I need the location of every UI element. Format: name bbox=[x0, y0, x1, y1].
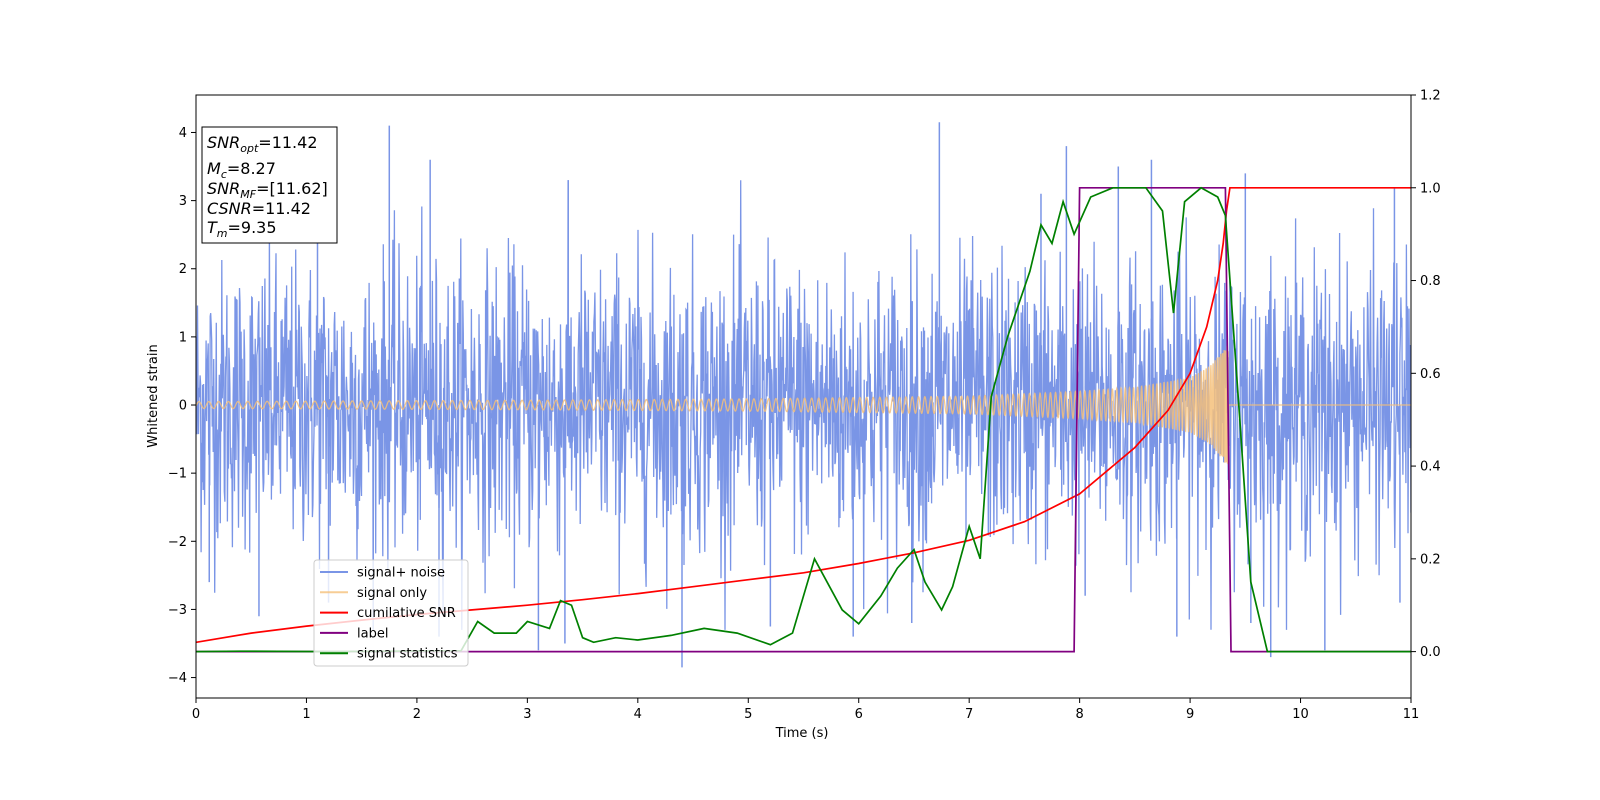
y-right-tick-label: 0.6 bbox=[1420, 367, 1441, 382]
y-axis-left: −4 −3 −2 −1 0 1 2 3 4 bbox=[168, 126, 196, 686]
y-left-tick-label: −1 bbox=[168, 467, 187, 482]
annotation-snr-opt: SNRopt=11.42 bbox=[207, 133, 318, 155]
y-right-tick-label: 0.0 bbox=[1420, 645, 1441, 660]
x-tick-label: 6 bbox=[855, 707, 863, 722]
legend-frame bbox=[313, 559, 469, 667]
annotation-box: SNRopt=11.42 Mc=8.27 SNRMF=[11.62] CSNR=… bbox=[201, 126, 338, 244]
x-axis-label: Time (s) bbox=[775, 726, 829, 741]
y-left-tick-label: 2 bbox=[179, 262, 187, 277]
x-tick-label: 8 bbox=[1075, 707, 1083, 722]
x-tick-label: 0 bbox=[192, 707, 200, 722]
legend-label: signal only bbox=[357, 586, 427, 601]
y-left-tick-label: −3 bbox=[168, 603, 187, 618]
series-signal-noise bbox=[196, 180, 1411, 630]
y-left-tick-label: −2 bbox=[168, 535, 187, 550]
legend-label: signal statistics bbox=[357, 647, 458, 662]
annotation-csnr: CSNR=11.42 bbox=[207, 199, 311, 218]
x-tick-label: 9 bbox=[1186, 707, 1194, 722]
y-axis-right: 0.0 0.2 0.4 0.6 0.8 1.0 1.2 bbox=[1411, 89, 1441, 660]
x-tick-label: 10 bbox=[1292, 707, 1309, 722]
y-left-tick-label: −4 bbox=[168, 671, 187, 686]
series-layer bbox=[196, 122, 1411, 668]
x-axis: 0 1 2 3 4 5 6 7 8 9 10 11 bbox=[192, 698, 1419, 722]
y-right-tick-label: 0.4 bbox=[1420, 460, 1441, 475]
x-tick-label: 2 bbox=[413, 707, 421, 722]
annotation-tm: Tm=9.35 bbox=[207, 218, 277, 240]
y-left-tick-label: 1 bbox=[179, 330, 187, 345]
x-tick-label: 1 bbox=[302, 707, 310, 722]
y-right-tick-label: 1.2 bbox=[1420, 89, 1441, 104]
y-left-tick-label: 4 bbox=[179, 126, 187, 141]
y-axis-label: Whitened strain bbox=[146, 344, 161, 447]
legend-label: label bbox=[357, 626, 388, 641]
series-label bbox=[196, 186, 1411, 653]
series-signal-statistics bbox=[196, 186, 1411, 653]
annotation-mc: Mc=8.27 bbox=[207, 159, 276, 181]
legend: signal+ noise signal only cumilative SNR la… bbox=[313, 559, 469, 667]
y-right-tick-label: 0.2 bbox=[1420, 552, 1441, 567]
x-tick-label: 3 bbox=[523, 707, 531, 722]
y-right-tick-label: 0.8 bbox=[1420, 274, 1441, 289]
plot-frame bbox=[195, 94, 1412, 699]
x-tick-label: 7 bbox=[965, 707, 973, 722]
annotation-snr-mf: SNRMF=[11.62] bbox=[207, 179, 328, 201]
legend-label: signal+ noise bbox=[357, 566, 445, 581]
y-right-tick-label: 1.0 bbox=[1420, 181, 1441, 196]
x-tick-label: 4 bbox=[634, 707, 642, 722]
y-left-tick-label: 0 bbox=[179, 399, 187, 414]
x-tick-label: 5 bbox=[744, 707, 752, 722]
legend-label: cumilative SNR bbox=[357, 606, 456, 621]
series-signal-only bbox=[196, 345, 1411, 464]
x-tick-label: 11 bbox=[1403, 707, 1420, 722]
y-left-tick-label: 3 bbox=[179, 194, 187, 209]
